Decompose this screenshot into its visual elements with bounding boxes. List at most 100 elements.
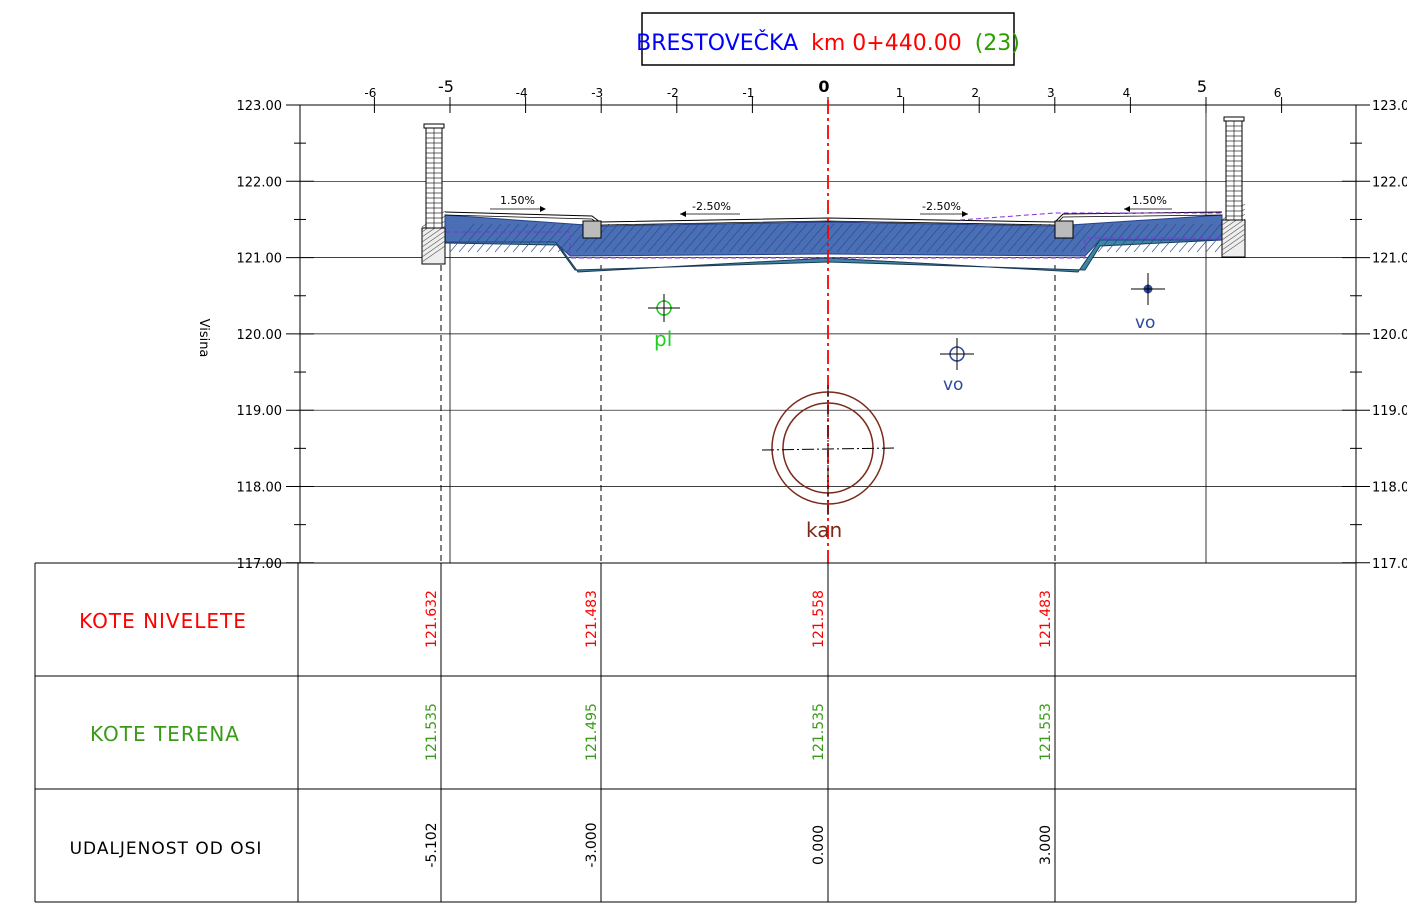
- svg-text:-2.50%: -2.50%: [692, 200, 731, 213]
- hatch-line: [755, 223, 781, 253]
- y-tick-label-left: 119.00: [237, 404, 283, 419]
- hatch-line: [917, 223, 943, 253]
- hatch-line: [593, 223, 619, 253]
- hatch-line: [449, 223, 475, 253]
- title-number: (23): [975, 31, 1020, 56]
- hatch-line: [611, 223, 637, 253]
- hatch-line: [935, 223, 961, 253]
- y-tick-label-right: 123.00: [1372, 99, 1407, 114]
- utility-pl: pl: [648, 294, 680, 351]
- slope-right-inner: -2.50%: [920, 200, 968, 217]
- data-table: KOTE NIVELETE KOTE TERENA UDALJENOST OD …: [34, 562, 1357, 903]
- hatch-line: [728, 223, 754, 253]
- table-value: 121.535: [424, 703, 440, 761]
- hatch-line: [953, 223, 979, 253]
- y-tick-label-left: 120.00: [237, 328, 283, 343]
- hatch-line: [494, 223, 520, 253]
- table-value: 121.535: [811, 703, 827, 761]
- table-value: 121.553: [1038, 703, 1054, 761]
- curb-left: [582, 220, 602, 239]
- hatch-line: [854, 223, 880, 253]
- hatch-line: [539, 223, 565, 253]
- table-value: 121.483: [1038, 590, 1054, 648]
- beam-hatch-line: [1221, 223, 1246, 241]
- hatch-line: [674, 223, 700, 253]
- road-section: [421, 116, 1246, 273]
- railing-right: [1223, 116, 1245, 221]
- hatch-line: [701, 223, 727, 253]
- hatch-line: [530, 223, 556, 253]
- svg-text:kan: kan: [806, 518, 842, 542]
- hatch-line: [773, 223, 799, 253]
- hatch-line: [521, 223, 547, 253]
- hatch-line: [485, 223, 511, 253]
- x-tick-label: 6: [1274, 86, 1282, 100]
- hatch-line: [836, 223, 862, 253]
- hatch-line: [971, 223, 997, 253]
- hatch-line: [1025, 223, 1051, 253]
- y-tick-label-left: 122.00: [237, 175, 283, 190]
- x-tick-label: 1: [896, 86, 904, 100]
- hatch-line: [764, 223, 790, 253]
- beam-hatch-line: [1221, 218, 1246, 236]
- beam-right: [1221, 219, 1246, 258]
- beam-hatch-line: [1221, 233, 1246, 251]
- hatch-line: [1061, 223, 1087, 253]
- table-value: -5.102: [424, 822, 440, 867]
- title-station: km 0+440.00: [811, 31, 962, 56]
- hatch-line: [1088, 223, 1114, 253]
- hatch-line: [890, 223, 916, 253]
- hatch-line: [458, 223, 484, 253]
- hatch-line: [989, 223, 1015, 253]
- hatch-line: [908, 223, 934, 253]
- hatch-line: [1169, 223, 1195, 253]
- row-label-terena: KOTE TERENA: [90, 722, 240, 746]
- y-tick-label-right: 120.00: [1372, 328, 1407, 343]
- hatch-line: [881, 223, 907, 253]
- x-tick-label: 3: [1047, 86, 1055, 100]
- hatch-line: [872, 223, 898, 253]
- x-tick-label: -3: [591, 86, 603, 100]
- table-value: 121.632: [424, 590, 440, 648]
- beam-hatch-line: [421, 225, 446, 243]
- hatch-line: [926, 223, 952, 253]
- x-axis-ticks: -6 -5 -4 -3 -2 -1 0 1 2 3 4 5 6: [364, 77, 1283, 113]
- table-value: -3.000: [584, 822, 600, 867]
- title: BRESTOVEČKA km 0+440.00 (23): [636, 30, 1020, 56]
- x-tick-label: -5: [438, 77, 454, 96]
- beam-hatch-line: [1221, 238, 1246, 256]
- y-tick-label-left: 123.00: [237, 99, 283, 114]
- row-label-nivelete: KOTE NIVELETE: [79, 609, 247, 633]
- hatch-line: [998, 223, 1024, 253]
- title-road: BRESTOVEČKA: [636, 30, 798, 56]
- row-label-udaljenost: UDALJENOST OD OSI: [70, 839, 263, 859]
- x-tick-label: -2: [667, 86, 679, 100]
- y-tick-label-right: 117.00: [1372, 557, 1407, 572]
- beam-hatch-line: [421, 230, 446, 248]
- svg-text:-2.50%: -2.50%: [922, 200, 961, 213]
- x-tick-label: -6: [364, 86, 376, 100]
- hatch-line: [683, 223, 709, 253]
- hatch-line: [503, 223, 529, 253]
- x-tick-label: -4: [516, 86, 528, 100]
- y-axis-right: 123.00 122.00 121.00 120.00 119.00 118.00 117.…: [1342, 99, 1407, 572]
- x-tick-label: 0: [818, 77, 829, 96]
- y-axis-left: 123.00 122.00 121.00 120.00 119.00 118.00 117.…: [237, 99, 314, 572]
- hatch-line: [980, 223, 1006, 253]
- y-tick-label-left: 121.00: [237, 252, 283, 267]
- hatch-line: [746, 223, 772, 253]
- hatch-line: [1160, 223, 1186, 253]
- hatch-line: [467, 223, 493, 253]
- y-tick-label-left: 118.00: [237, 481, 283, 496]
- hatch-line: [719, 223, 745, 253]
- beam-hatch-line: [421, 235, 446, 253]
- hatch-line: [602, 223, 628, 253]
- table-value: 121.483: [584, 590, 600, 648]
- utility-vo-mid: vo: [940, 338, 974, 395]
- y-tick-label-right: 122.00: [1372, 175, 1407, 190]
- railing-cap: [423, 123, 445, 129]
- hatch-line: [710, 223, 736, 253]
- hatch-line: [629, 223, 655, 253]
- svg-text:pl: pl: [654, 327, 672, 351]
